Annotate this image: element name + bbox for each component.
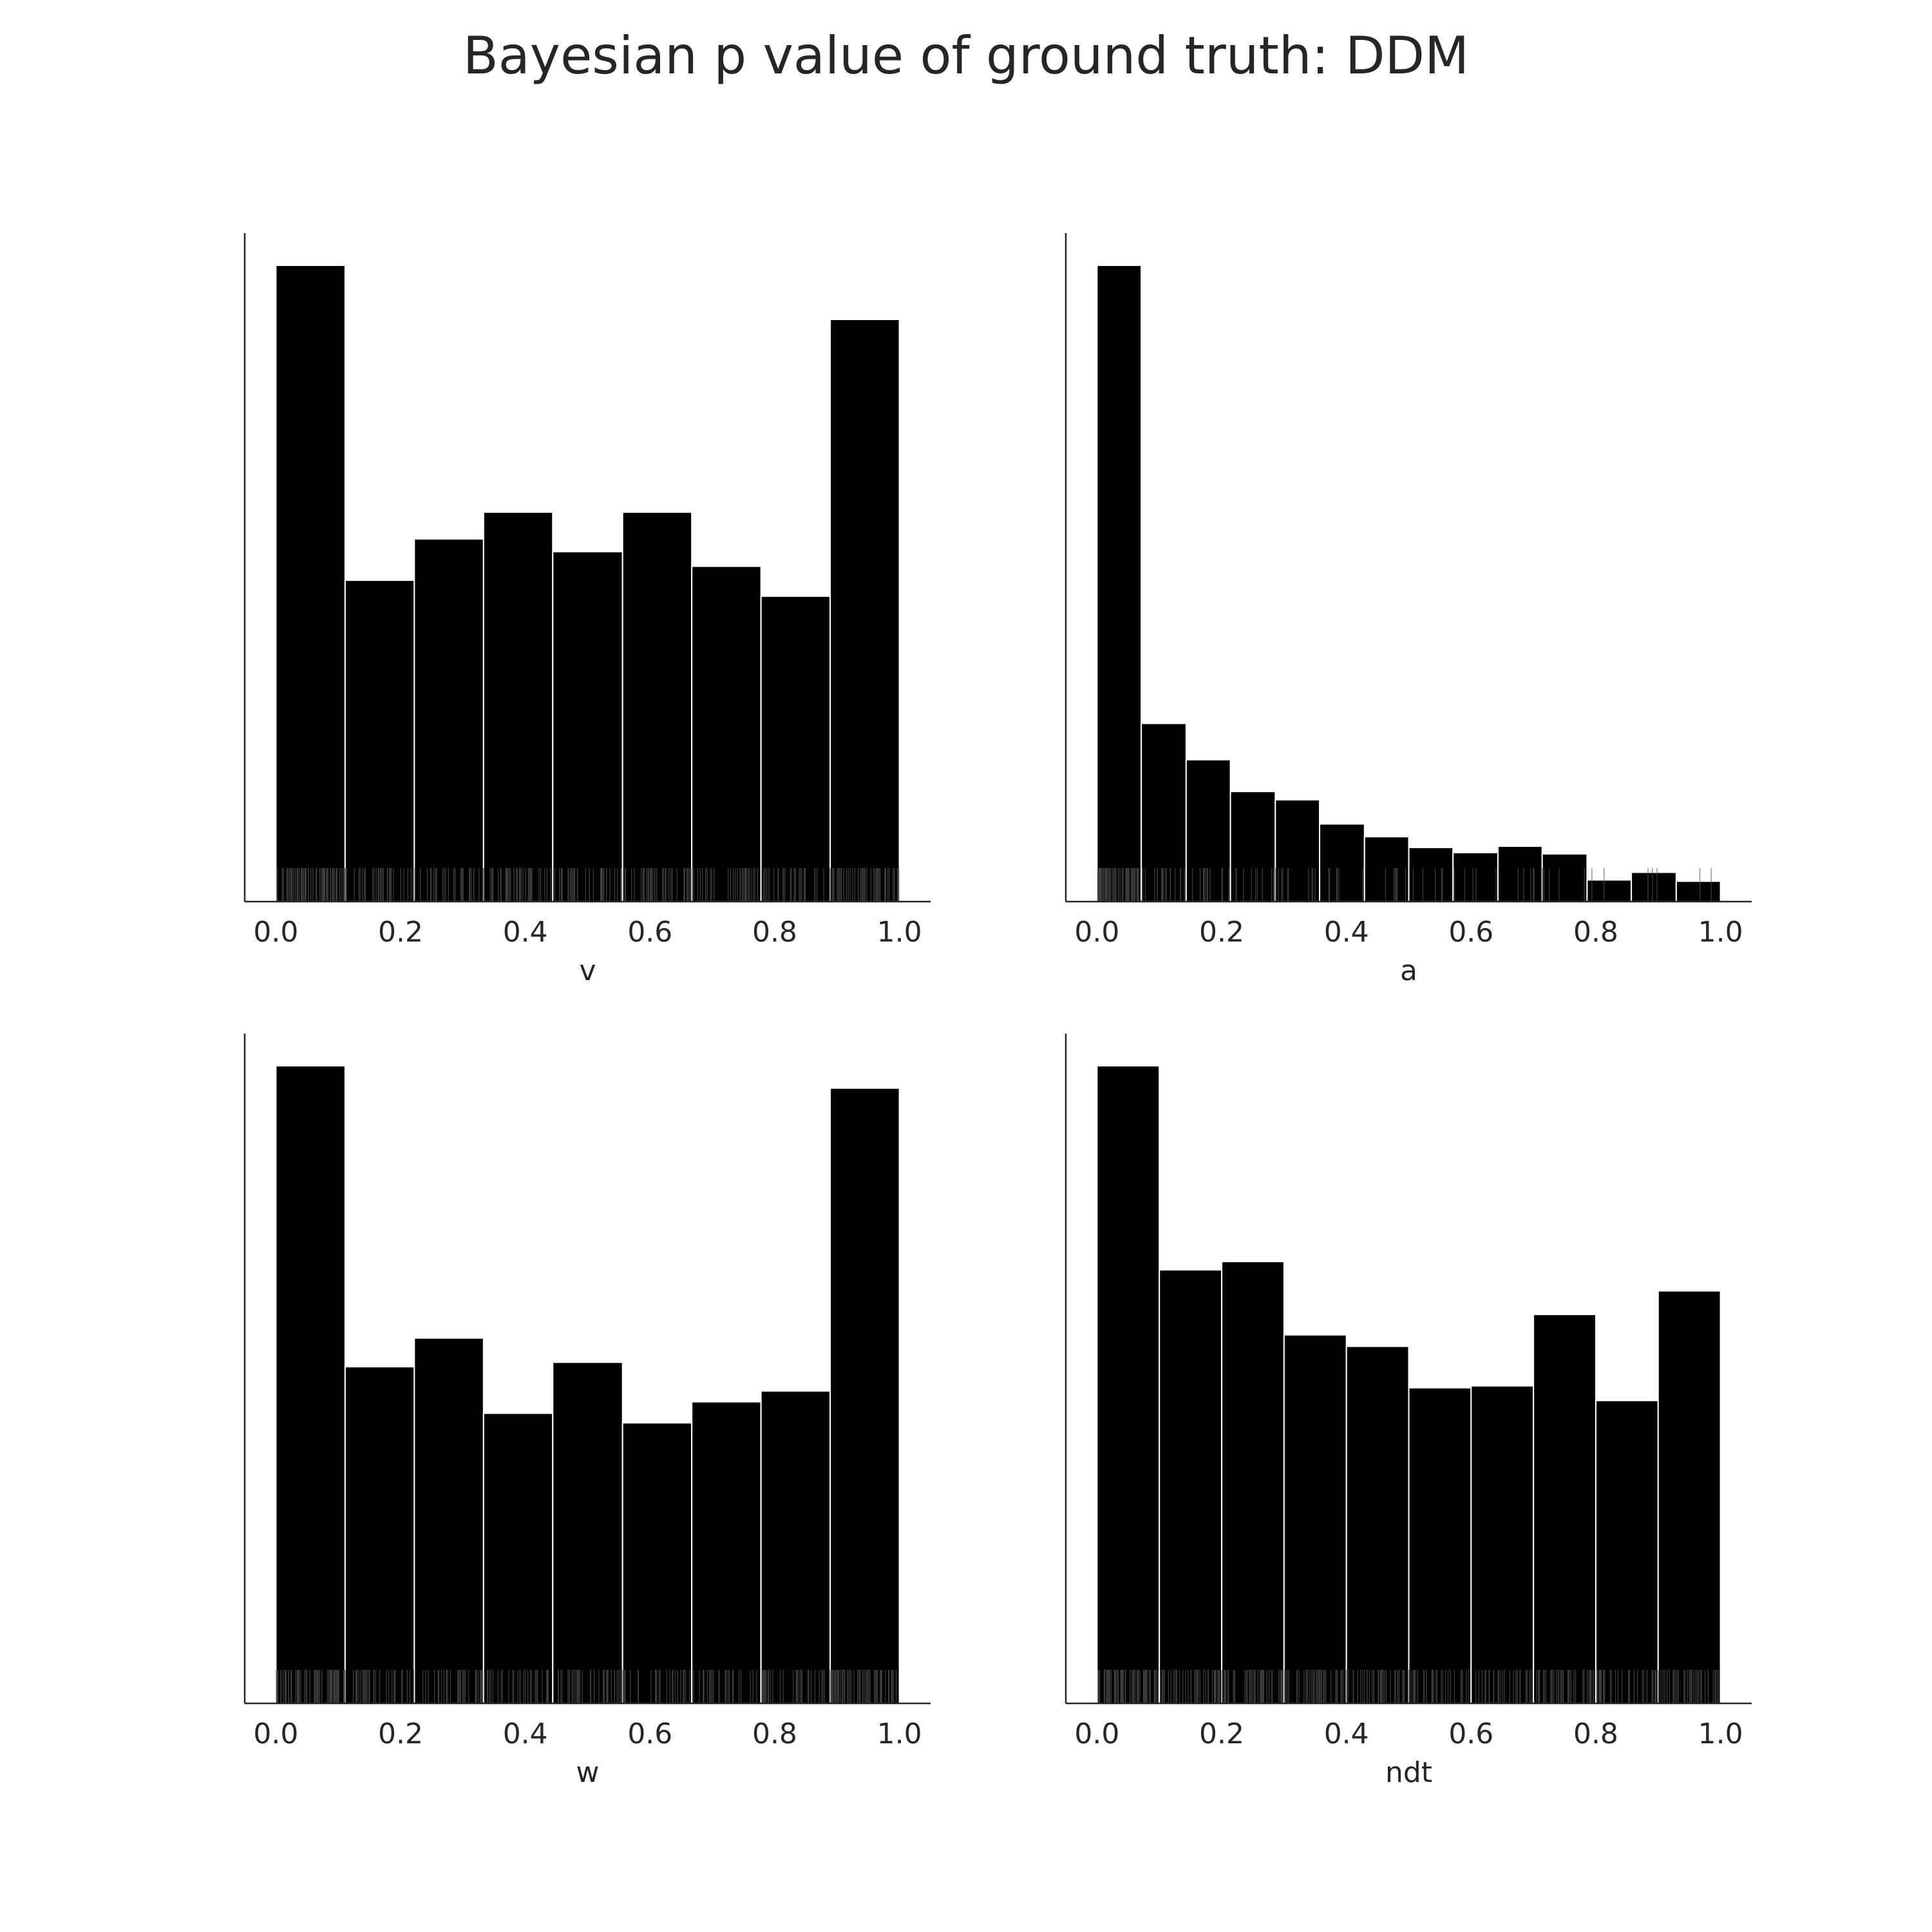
histogram-bar xyxy=(413,538,484,902)
x-tick-label: 0.4 xyxy=(1324,1718,1369,1750)
histogram-bar xyxy=(829,1087,900,1704)
histogram-bar xyxy=(1657,1290,1721,1704)
figure-title: Bayesian p value of ground truth: DDM xyxy=(462,26,1470,86)
x-tick-label: 1.0 xyxy=(1698,916,1743,949)
x-tick-label: 0.8 xyxy=(752,1718,797,1750)
histogram-bar xyxy=(1533,1314,1596,1704)
histogram-bar xyxy=(621,511,693,902)
x-axis-label: a xyxy=(1400,954,1417,987)
subplot-w: 0.0 0.2 0.4 0.6 0.8 1.0 w xyxy=(243,1034,931,1789)
histogram-bar xyxy=(1319,823,1365,902)
histogram-bar xyxy=(691,1401,762,1704)
histogram-bar xyxy=(344,1366,415,1704)
x-axis-label: w xyxy=(576,1756,600,1789)
histogram-bar xyxy=(344,580,415,902)
x-tick-label: 0.2 xyxy=(1199,916,1244,949)
x-tick-label: 0.6 xyxy=(627,916,672,949)
histogram-bar xyxy=(275,1065,346,1704)
histogram-bar xyxy=(1283,1334,1347,1704)
histogram-bar xyxy=(1229,791,1276,903)
histogram-bar xyxy=(621,1422,693,1704)
histogram-bar xyxy=(1159,1269,1223,1705)
x-tick-label: 1.0 xyxy=(877,1718,922,1750)
histogram-bar xyxy=(1408,1387,1472,1704)
x-tick-label: 0.2 xyxy=(1199,1718,1244,1750)
histogram-bar xyxy=(1408,847,1454,903)
histogram-bar xyxy=(1096,1065,1160,1704)
histogram-bar xyxy=(1470,1385,1535,1704)
histogram-bar xyxy=(1541,853,1588,903)
histogram-bar xyxy=(1675,880,1721,903)
histogram-bar xyxy=(829,318,900,903)
x-tick-label: 0.2 xyxy=(378,1718,423,1750)
x-tick-label: 0.4 xyxy=(503,916,548,949)
histogram-bar xyxy=(1345,1345,1410,1705)
subplot-v: 0.0 0.2 0.4 0.6 0.8 1.0 v xyxy=(243,233,931,987)
x-tick-label: 0.4 xyxy=(503,1718,548,1750)
histogram-bar xyxy=(1452,851,1499,902)
x-tick-label: 0.8 xyxy=(1573,916,1618,949)
histogram-bar xyxy=(1497,846,1543,902)
histogram-bar xyxy=(1096,265,1142,902)
histogram-bar xyxy=(552,1361,623,1705)
x-tick-label: 0.0 xyxy=(253,916,298,949)
x-tick-label: 1.0 xyxy=(877,916,922,949)
histogram-bar xyxy=(482,511,554,902)
x-axis-label: v xyxy=(579,954,596,987)
histogram-bar xyxy=(275,265,346,902)
rug-ticks xyxy=(276,1670,897,1703)
x-tick-label: 0.2 xyxy=(378,916,423,949)
subplot-ndt: 0.0 0.2 0.4 0.6 0.8 1.0 ndt xyxy=(1065,1034,1752,1789)
rug-ticks xyxy=(1097,1670,1719,1703)
x-tick-label: 0.0 xyxy=(253,1718,298,1750)
subplot-a: 0.0 0.2 0.4 0.6 0.8 1.0 a xyxy=(1065,233,1752,987)
histogram-bar xyxy=(760,595,831,902)
histogram-bar xyxy=(1595,1399,1659,1704)
histogram-bar xyxy=(1221,1260,1285,1705)
x-tick-label: 0.6 xyxy=(1448,1718,1493,1750)
histogram-bar xyxy=(552,551,623,902)
histogram-bar xyxy=(760,1390,831,1704)
x-tick-label: 0.6 xyxy=(627,1718,672,1750)
x-axis-label: ndt xyxy=(1385,1756,1432,1789)
rug-ticks xyxy=(1097,868,1712,902)
x-tick-label: 0.8 xyxy=(752,916,797,949)
x-tick-label: 0.0 xyxy=(1074,1718,1119,1750)
histogram-bar xyxy=(482,1412,554,1705)
x-tick-label: 0.0 xyxy=(1074,916,1119,949)
histogram-bar xyxy=(1141,723,1187,902)
x-tick-label: 0.6 xyxy=(1448,916,1493,949)
x-tick-label: 0.8 xyxy=(1573,1718,1618,1750)
histogram-bar xyxy=(1586,879,1633,902)
x-tick-label: 1.0 xyxy=(1698,1718,1743,1750)
x-tick-label: 0.4 xyxy=(1324,916,1369,949)
histogram-bar xyxy=(1631,871,1677,903)
histogram-bar xyxy=(691,565,762,902)
histogram-bar xyxy=(1363,836,1410,902)
histogram-bar xyxy=(413,1337,484,1704)
rug-ticks xyxy=(277,868,900,902)
